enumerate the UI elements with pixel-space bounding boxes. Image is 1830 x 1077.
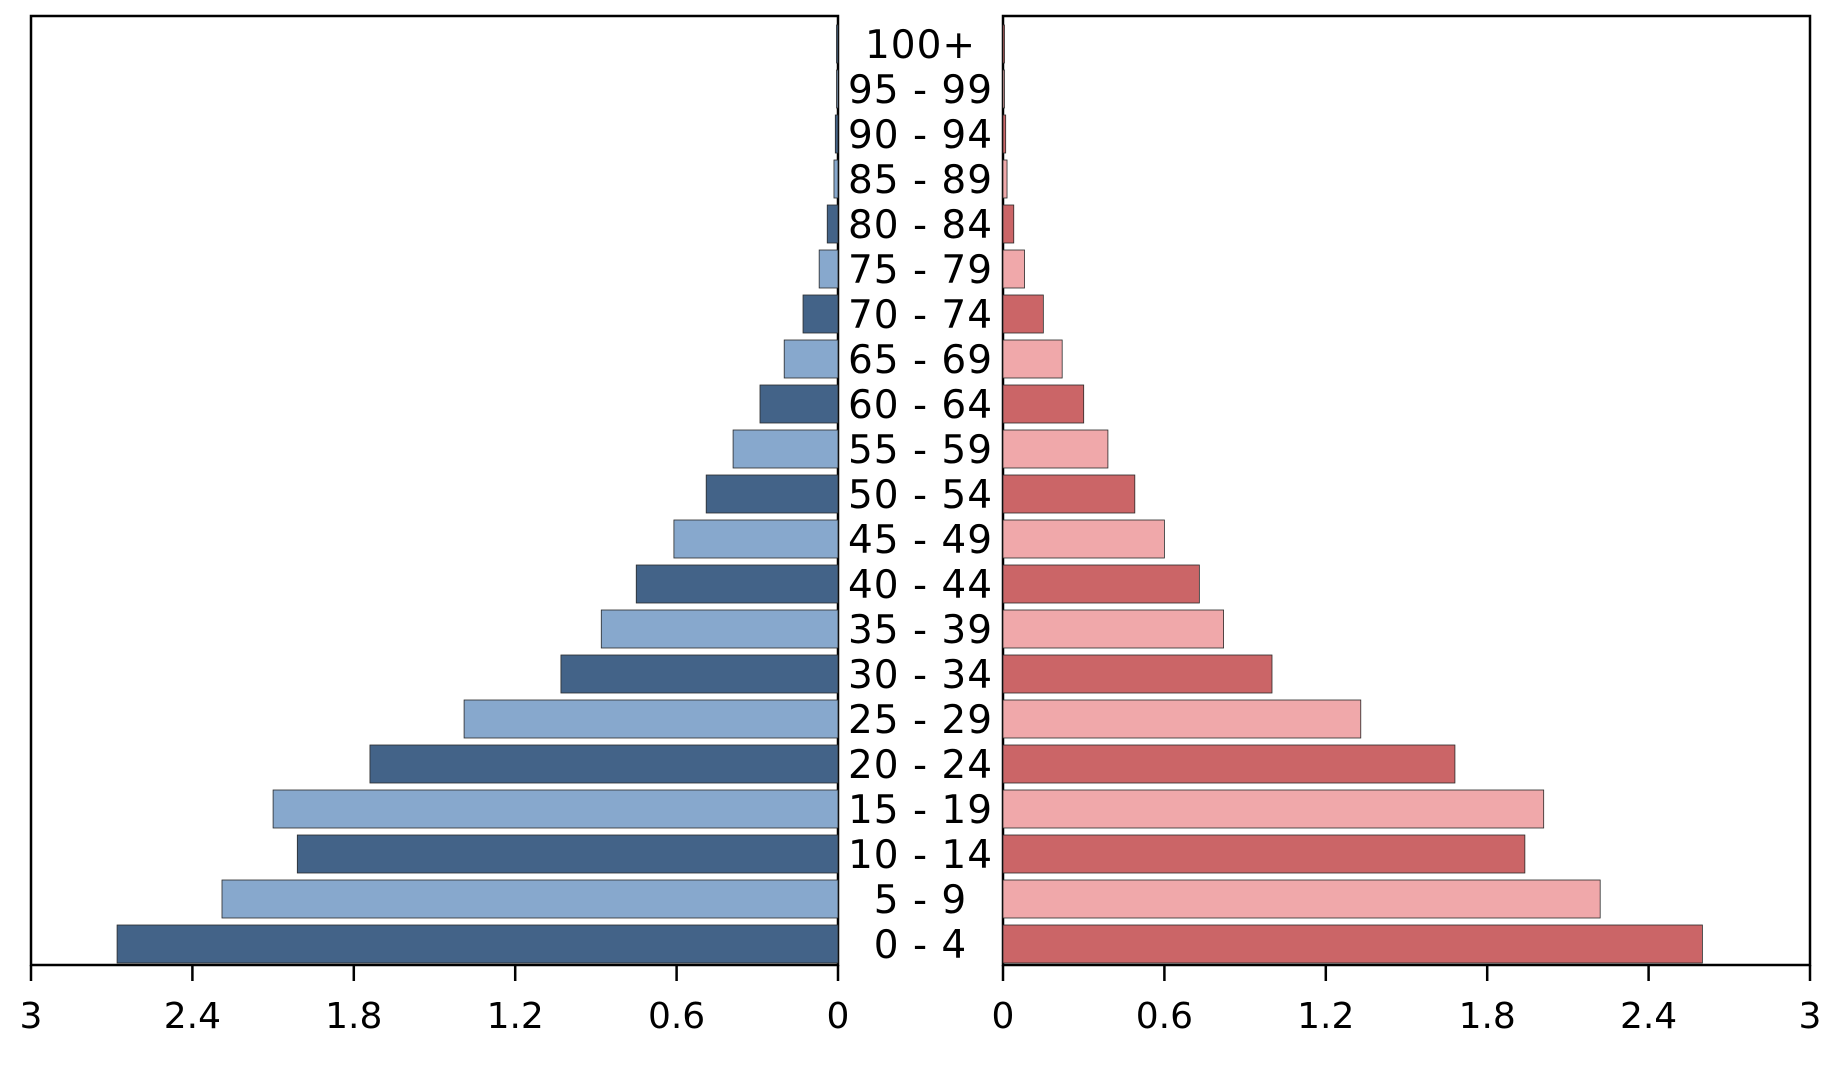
left-bar-5-9 [221,879,839,919]
age-group-label: 50 - 54 [848,473,993,518]
left-bar-75-79 [818,249,839,289]
age-group-label: 25 - 29 [848,698,993,743]
age-group-label: 95 - 99 [848,68,993,113]
age-group-label: 80 - 84 [848,203,993,248]
age-group-label: 10 - 14 [848,833,993,878]
left-bar-40-44 [635,564,839,604]
right-bar-100plus [1002,24,1005,64]
right-bar-20-24 [1002,744,1456,784]
left-x-tick-label: 1.8 [325,996,382,1037]
left-bar-10-14 [296,834,839,874]
right-x-tick-label: 1.2 [1297,996,1354,1037]
right-x-tick-label: 2.4 [1620,996,1677,1037]
right-bar-0-4 [1002,924,1703,964]
left-panel: 0 0.6 1.2 1.8 2.4 3 [20,14,850,1037]
left-bar-50-54 [705,474,839,514]
left-bar-70-74 [802,294,839,334]
age-group-label: 20 - 24 [848,743,993,788]
right-x-tick-label: 3 [1799,996,1822,1037]
left-bar-35-39 [600,609,839,649]
right-bar-85-89 [1002,159,1008,199]
right-bar-25-29 [1002,699,1362,739]
age-group-label: 35 - 39 [848,608,993,653]
right-bar-35-39 [1002,609,1224,649]
right-bar-90-94 [1002,114,1007,154]
age-group-label: 65 - 69 [848,338,993,383]
age-group-label: 60 - 64 [848,383,993,428]
right-bar-50-54 [1002,474,1136,514]
age-group-label: 45 - 49 [848,518,993,563]
right-bar-40-44 [1002,564,1200,604]
left-bar-45-49 [673,519,839,559]
left-bar-25-29 [463,699,839,739]
right-x-tick-label: 0 [992,996,1015,1037]
right-bar-95-99 [1002,69,1005,109]
right-x-tick-label: 1.8 [1459,996,1516,1037]
left-bar-100plus [836,24,839,64]
left-x-tick-label: 0.6 [648,996,705,1037]
right-bar-55-59 [1002,429,1109,469]
age-group-label: 55 - 59 [848,428,993,473]
age-group-label: 75 - 79 [848,248,993,293]
left-bar-85-89 [833,159,839,199]
age-group-label: 90 - 94 [848,113,993,158]
right-bar-15-19 [1002,789,1545,829]
age-group-label: 100+ [865,23,976,68]
age-group-label: 0 - 4 [874,923,968,968]
right-bar-30-34 [1002,654,1273,694]
left-x-tick-label: 3 [20,996,43,1037]
right-bar-45-49 [1002,519,1165,559]
left-x-tick-label: 2.4 [164,996,221,1037]
left-bar-95-99 [836,69,839,109]
right-bar-80-84 [1002,204,1015,244]
age-group-label: 40 - 44 [848,563,993,608]
right-bar-65-69 [1002,339,1063,379]
left-bar-90-94 [834,114,839,154]
right-bar-70-74 [1002,294,1044,334]
age-group-label: 5 - 9 [874,878,968,923]
left-bar-0-4 [116,924,839,964]
left-x-tick-label: 1.2 [487,996,544,1037]
left-bar-65-69 [783,339,839,379]
left-bar-30-34 [560,654,839,694]
left-bar-15-19 [272,789,839,829]
right-bar-5-9 [1002,879,1601,919]
left-bar-20-24 [369,744,839,784]
right-bar-10-14 [1002,834,1526,874]
age-group-label: 30 - 34 [848,653,993,698]
right-bar-60-64 [1002,384,1085,424]
left-bar-80-84 [826,204,839,244]
left-bar-55-59 [732,429,839,469]
age-group-label: 15 - 19 [848,788,993,833]
right-panel: 0 0.6 1.2 1.8 2.4 3 [992,14,1822,1037]
left-bar-60-64 [759,384,839,424]
age-group-label: 70 - 74 [848,293,993,338]
right-bar-75-79 [1002,249,1025,289]
right-x-tick-label: 0.6 [1136,996,1193,1037]
left-x-tick-label: 0 [827,996,850,1037]
age-group-label: 85 - 89 [848,158,993,203]
